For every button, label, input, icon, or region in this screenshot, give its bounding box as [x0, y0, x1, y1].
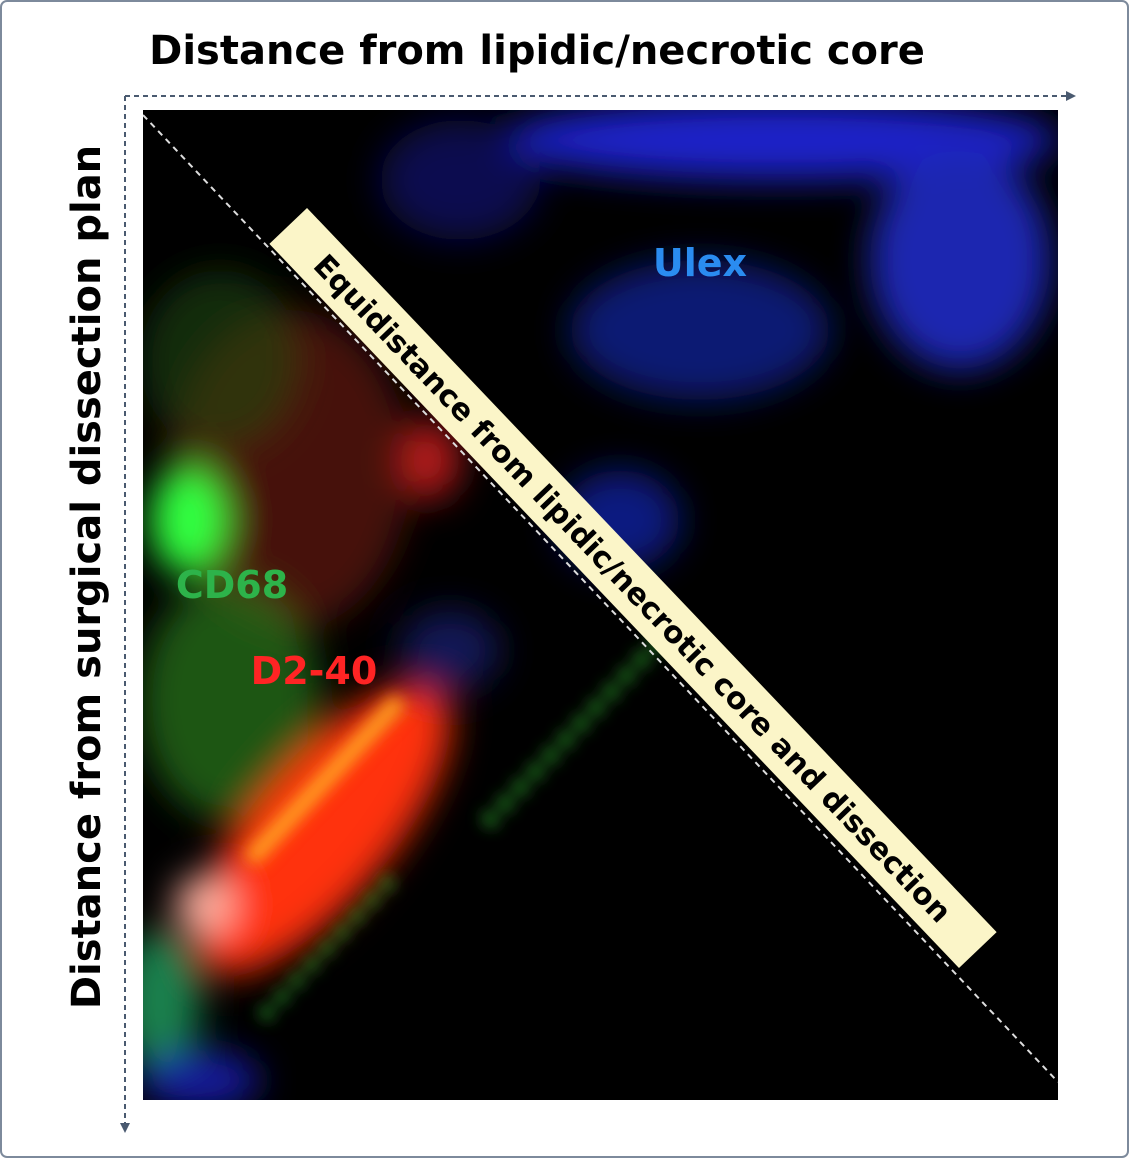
micrograph — [143, 110, 1058, 1100]
x-axis-label: Distance from lipidic/necrotic core — [149, 28, 925, 74]
marker-label: D2-40 — [251, 649, 378, 693]
y-axis-label: Distance from surgical dissection plan — [64, 145, 110, 1009]
marker-label: CD68 — [176, 563, 288, 607]
callout-box — [269, 207, 997, 969]
marker-label: Ulex — [653, 241, 747, 285]
